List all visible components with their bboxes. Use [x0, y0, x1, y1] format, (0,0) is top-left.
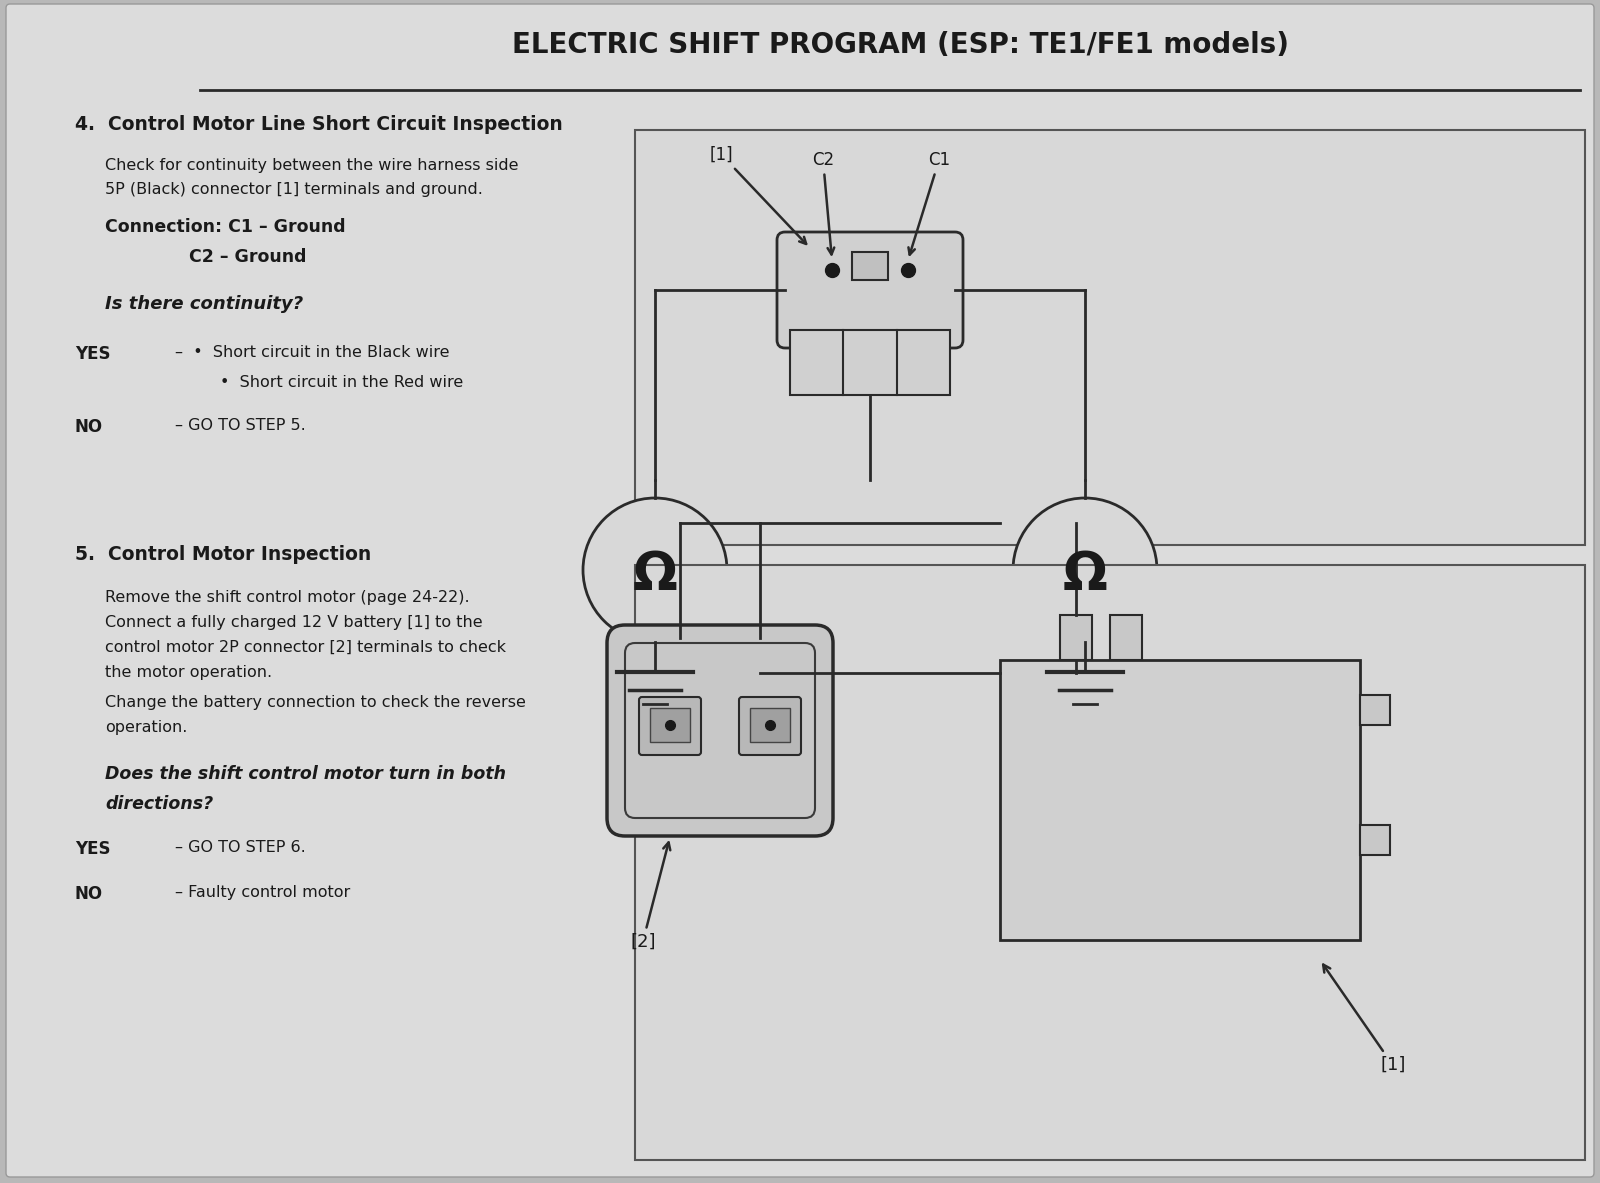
Bar — [650, 707, 690, 742]
Text: C1: C1 — [909, 151, 950, 254]
Text: 4.  Control Motor Line Short Circuit Inspection: 4. Control Motor Line Short Circuit Insp… — [75, 115, 563, 134]
Text: Connection: C1 – Ground: Connection: C1 – Ground — [106, 218, 346, 235]
Text: [2]: [2] — [630, 842, 670, 951]
Bar — [1360, 694, 1390, 725]
Text: C2: C2 — [813, 151, 834, 254]
Text: NO: NO — [75, 418, 102, 437]
Text: NO: NO — [75, 885, 102, 903]
Bar — [635, 565, 1586, 1161]
Text: Change the battery connection to check the reverse: Change the battery connection to check t… — [106, 694, 526, 710]
Bar — [1110, 615, 1142, 660]
FancyBboxPatch shape — [638, 697, 701, 755]
Text: YES: YES — [75, 345, 110, 363]
FancyBboxPatch shape — [739, 697, 802, 755]
Text: the motor operation.: the motor operation. — [106, 665, 272, 680]
Text: operation.: operation. — [106, 720, 187, 735]
Bar — [635, 130, 1586, 545]
Text: Is there continuity?: Is there continuity? — [106, 295, 304, 313]
Text: Check for continuity between the wire harness side: Check for continuity between the wire ha… — [106, 159, 518, 173]
Text: – GO TO STEP 5.: – GO TO STEP 5. — [174, 418, 306, 433]
Text: – Faulty control motor: – Faulty control motor — [174, 885, 350, 900]
Text: Connect a fully charged 12 V battery [1] to the: Connect a fully charged 12 V battery [1]… — [106, 615, 483, 631]
Text: [1]: [1] — [1323, 964, 1405, 1074]
Text: •  Short circuit in the Red wire: • Short circuit in the Red wire — [221, 375, 464, 390]
Text: –  •  Short circuit in the Black wire: – • Short circuit in the Black wire — [174, 345, 450, 360]
Text: 5P (Black) connector [1] terminals and ground.: 5P (Black) connector [1] terminals and g… — [106, 182, 483, 198]
Bar — [1059, 615, 1091, 660]
Text: Remove the shift control motor (page 24-22).: Remove the shift control motor (page 24-… — [106, 590, 470, 605]
Text: Ω: Ω — [632, 549, 677, 601]
FancyBboxPatch shape — [778, 232, 963, 348]
Text: C2 – Ground: C2 – Ground — [106, 248, 307, 266]
FancyBboxPatch shape — [606, 625, 834, 836]
FancyBboxPatch shape — [6, 4, 1594, 1177]
Bar — [790, 330, 950, 395]
Bar — [1000, 660, 1360, 940]
Text: Ω: Ω — [1062, 549, 1107, 601]
Text: directions?: directions? — [106, 795, 213, 813]
Bar — [1360, 825, 1390, 855]
Circle shape — [582, 498, 726, 642]
Text: – GO TO STEP 6.: – GO TO STEP 6. — [174, 840, 306, 855]
Text: ELECTRIC SHIFT PROGRAM (ESP: TE1/FE1 models): ELECTRIC SHIFT PROGRAM (ESP: TE1/FE1 mod… — [512, 31, 1288, 59]
Bar — [851, 252, 888, 280]
Bar — [750, 707, 790, 742]
Text: 5.  Control Motor Inspection: 5. Control Motor Inspection — [75, 545, 371, 564]
Text: [1]: [1] — [710, 146, 806, 244]
Text: Does the shift control motor turn in both: Does the shift control motor turn in bot… — [106, 765, 506, 783]
Text: YES: YES — [75, 840, 110, 858]
Circle shape — [1013, 498, 1157, 642]
Text: control motor 2P connector [2] terminals to check: control motor 2P connector [2] terminals… — [106, 640, 506, 655]
